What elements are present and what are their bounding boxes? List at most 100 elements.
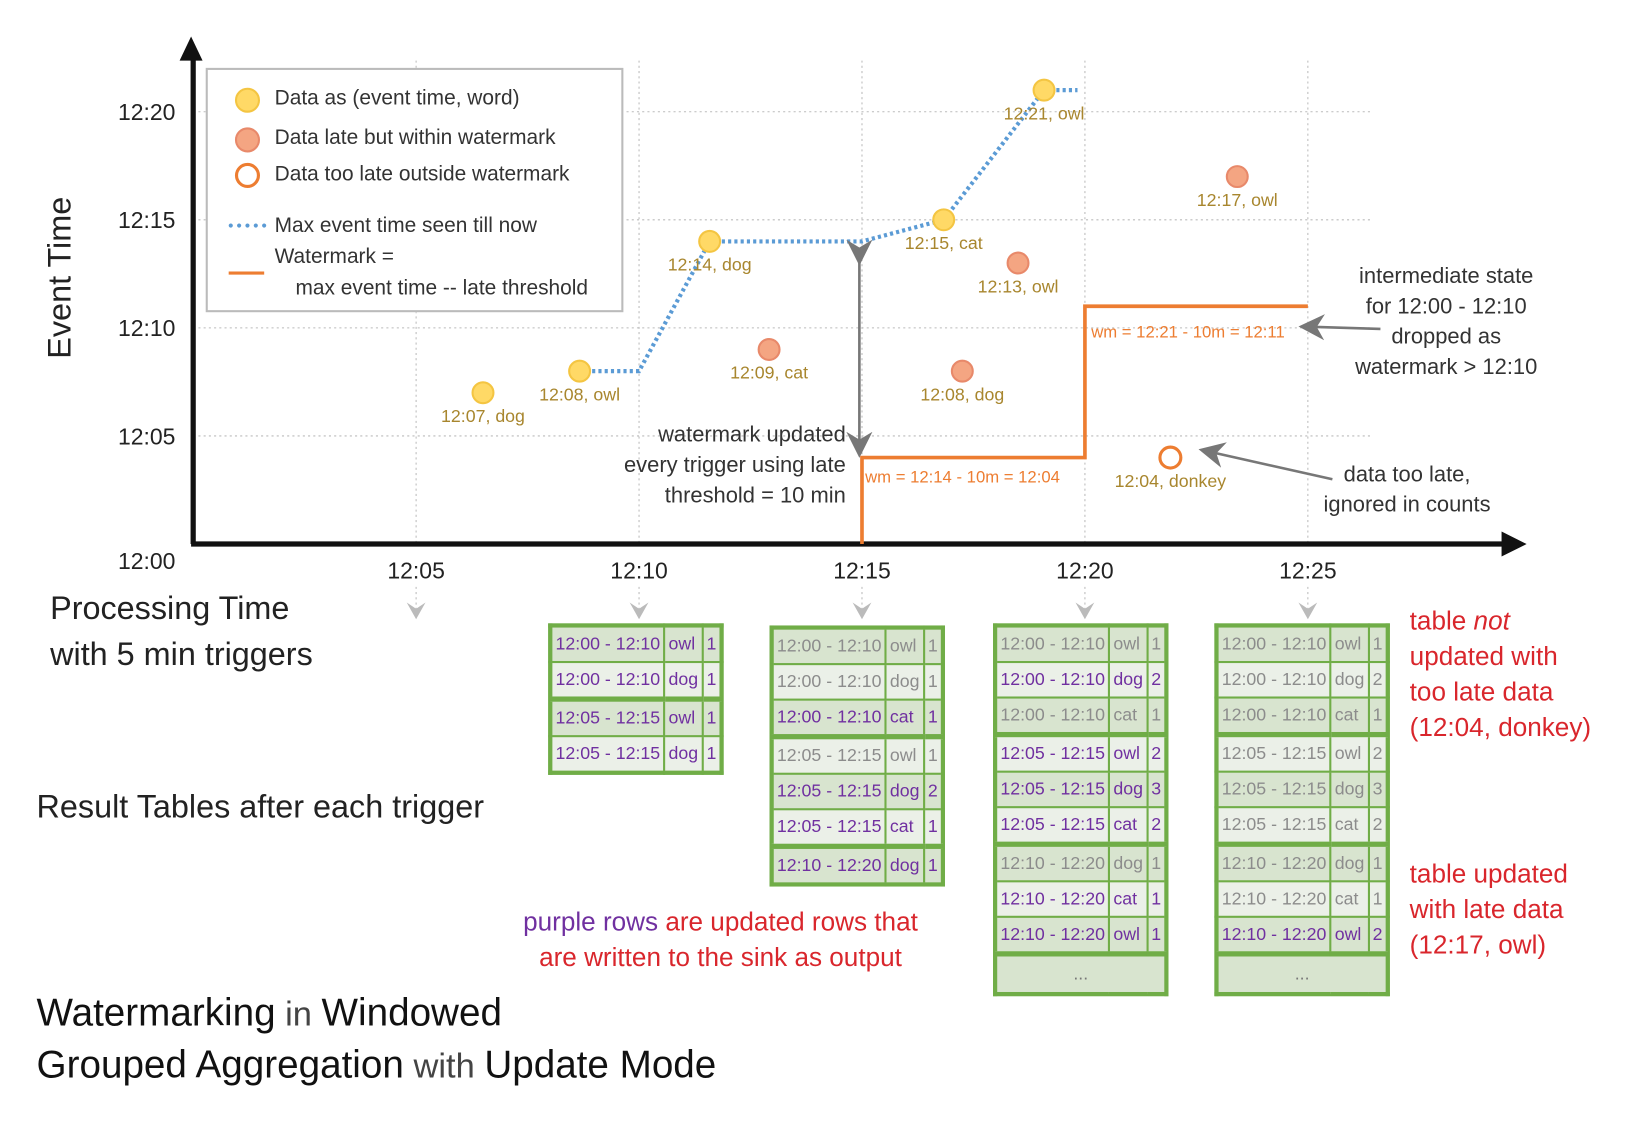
cell-window: 12:10 - 12:20: [994, 841, 1111, 883]
cell-window: 12:05 - 12:15: [994, 806, 1111, 846]
note-line: table: [1409, 606, 1474, 636]
table-row: 12:00 - 12:10 owl 1: [549, 624, 723, 664]
table-row: 12:10 - 12:20 owl 1: [994, 915, 1168, 955]
cell-word: dog: [884, 843, 925, 886]
y-axis-label: Event Time: [41, 196, 78, 359]
ann-line: data too late,: [1343, 462, 1471, 487]
table-row: 12:05 - 12:15 cat 2: [994, 806, 1168, 846]
result-tables-label: Result Tables after each trigger: [36, 788, 484, 825]
data-point-late: [1006, 251, 1030, 275]
table-row: 12:00 - 12:10 owl 1: [994, 624, 1168, 664]
legend-late: Data late but within watermark: [274, 126, 556, 150]
cell-window: 12:00 - 12:10: [994, 696, 1111, 736]
ann-line: dropped as: [1391, 324, 1502, 349]
legend-on-time: Data as (event time, word): [274, 86, 520, 110]
cell-word: owl: [1108, 732, 1149, 773]
note-line: updated with: [1409, 642, 1558, 672]
arrow-too-late: [1198, 442, 1333, 481]
cell-window: 12:10 - 12:20: [770, 843, 887, 886]
data-point-label: 12:17, owl: [1197, 190, 1278, 210]
table-row: 12:10 - 12:20 cat 1: [1215, 880, 1389, 918]
cell-count: 1: [1146, 915, 1168, 955]
x-tick-label: 12:25: [1279, 557, 1336, 583]
cell-word: cat: [1108, 696, 1149, 736]
page-title: Watermarking in Windowed Grouped Aggrega…: [37, 987, 717, 1091]
cell-count: 1: [922, 698, 945, 738]
note-line: are written to the sink as output: [539, 942, 902, 973]
cell-count: 1: [701, 660, 723, 701]
table-row: 12:05 - 12:15 owl 1: [770, 734, 945, 775]
cell-count: 3: [1146, 770, 1168, 809]
table-row: 12:10 - 12:20 owl 2: [1215, 915, 1389, 955]
legend-watermark-2: max event time -- late threshold: [295, 276, 589, 300]
result-table-12:25: 12:00 - 12:10 owl 1 12:00 - 12:10 dog 2 12:00 …: [1214, 623, 1390, 997]
cell-count: 1: [922, 663, 945, 701]
data-point-late: [1225, 165, 1249, 189]
cell-window: 12:00 - 12:10: [770, 663, 887, 701]
cell-word: owl: [1329, 915, 1370, 955]
too-late-point-icon: [234, 162, 261, 188]
ann-line: every trigger using late: [623, 453, 846, 478]
table-row: 12:10 - 12:20 dog 1: [1215, 841, 1389, 883]
result-table-12:20: 12:00 - 12:10 owl 1 12:00 - 12:10 dog 2 12:00 …: [993, 623, 1169, 997]
table-row: 12:00 - 12:10 owl 1: [770, 626, 945, 666]
legend-max-event: Max event time seen till now: [274, 214, 537, 238]
cell-window: 12:05 - 12:15: [1215, 770, 1332, 809]
cell-word: dog: [1108, 841, 1149, 883]
cell-count: 2: [1367, 915, 1389, 955]
title-word: in: [275, 994, 322, 1033]
data-point-label: 12:07, dog: [441, 406, 525, 426]
cell-window: 12:05 - 12:15: [994, 770, 1111, 809]
cell-count: 2: [922, 772, 945, 811]
annotation-too-late: data too late, ignored in counts: [1305, 459, 1509, 520]
cell-window: 12:05 - 12:15: [994, 732, 1111, 773]
table-row: 12:10 - 12:20 cat 1: [994, 880, 1168, 918]
legend: Data as (event time, word) Data late but…: [205, 67, 624, 313]
y-tick-label: 12:05: [118, 423, 175, 449]
data-point-label: 12:08, owl: [539, 384, 620, 404]
cell-word: dog: [1329, 770, 1370, 809]
table-row: 12:00 - 12:10 cat 1: [994, 696, 1168, 736]
cell-word: cat: [1108, 806, 1149, 846]
watermark-label: wm = 12:14 - 10m = 12:04: [864, 468, 1060, 487]
cell-word: cat: [884, 808, 925, 848]
watermark-label: wm = 12:21 - 10m = 12:11: [1090, 323, 1285, 342]
cell-count: 2: [1367, 732, 1389, 773]
cell-word: cat: [1329, 806, 1370, 846]
cell-word: cat: [1329, 880, 1370, 918]
y-tick-label: 12:20: [118, 99, 175, 125]
table-row: 12:00 - 12:10 dog 1: [770, 663, 945, 701]
data-point-label: 12:13, owl: [978, 276, 1059, 296]
cell-window: 12:00 - 12:10: [1215, 660, 1332, 699]
data-point-on-time: [698, 229, 722, 253]
cell-count: 1: [701, 696, 723, 738]
table-row: 12:00 - 12:10 cat 1: [1215, 696, 1389, 736]
cell-count: 1: [701, 735, 723, 774]
cell-count: 1: [1367, 624, 1389, 664]
cell-window: 12:00 - 12:10: [1215, 696, 1332, 736]
note-updated: table updated with late data (12:17, owl…: [1410, 856, 1568, 963]
note-emphasis: not: [1473, 606, 1510, 636]
data-point-on-time: [471, 381, 495, 405]
note-line: table updated: [1409, 859, 1568, 889]
table-row: 12:05 - 12:15 owl 1: [549, 696, 723, 738]
data-point-label: 12:15, cat: [905, 233, 983, 253]
data-point-label: 12:14, dog: [668, 255, 752, 275]
table-row: 12:05 - 12:15 dog 2: [770, 772, 945, 811]
title-word: Update Mode: [484, 1043, 717, 1086]
data-point-label: 12:04, donkey: [1115, 471, 1227, 491]
cell-word: owl: [1329, 732, 1370, 773]
ann-line: for 12:00 - 12:10: [1365, 294, 1527, 319]
more-rows: ...: [1215, 951, 1389, 996]
cell-word: dog: [1108, 770, 1149, 809]
x-tick-label: 12:15: [833, 557, 890, 583]
watermark-line: [860, 304, 1308, 545]
cell-count: 1: [1367, 696, 1389, 736]
annotation-watermark-updated: watermark updated every trigger using la…: [595, 420, 846, 511]
table-row: 12:00 - 12:10 owl 1: [1215, 624, 1389, 664]
y-tick-label: 12:10: [118, 315, 175, 341]
table-row: 12:05 - 12:15 owl 2: [1215, 732, 1389, 773]
note-line: (12:17, owl): [1409, 930, 1547, 960]
cell-word: dog: [884, 772, 925, 811]
